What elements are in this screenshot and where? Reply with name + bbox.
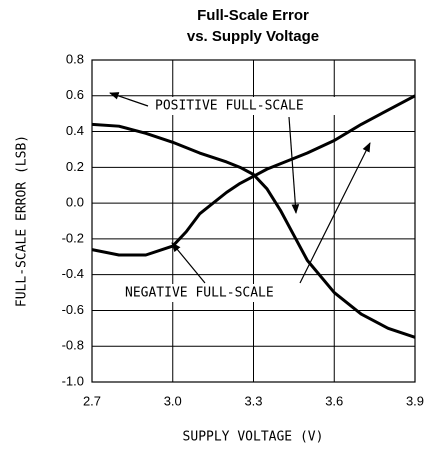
- annotation-arrow: [109, 92, 149, 107]
- label-bg: [122, 284, 318, 302]
- y-tick-label: -1.0: [62, 373, 84, 388]
- x-axis-label: SUPPLY VOLTAGE (V): [183, 430, 324, 445]
- plot-frame: [91, 59, 416, 383]
- series-annotation: NEGATIVE FULL-SCALE: [125, 286, 274, 301]
- label-bg: [152, 97, 338, 115]
- y-tick-label: -0.8: [62, 338, 84, 353]
- y-tick-label: 0.0: [66, 195, 84, 210]
- x-tick-label: 3.0: [164, 393, 182, 408]
- y-tick-label: -0.6: [62, 302, 84, 317]
- annotation-arrow: [171, 242, 206, 284]
- series-line: [91, 122, 416, 339]
- annotation-arrow: [288, 116, 300, 214]
- y-tick-label: 0.6: [66, 87, 84, 102]
- y-tick-label: -0.2: [62, 230, 84, 245]
- y-tick-label: 0.4: [66, 123, 84, 138]
- chart-title: Full-Scale Error: [197, 7, 309, 24]
- x-tick-label: 3.9: [406, 393, 424, 408]
- y-axis-label: FULL-SCALE ERROR (LSB): [15, 135, 30, 307]
- annotation-arrow: [299, 142, 371, 284]
- x-tick-label: 2.7: [83, 393, 101, 408]
- x-tick-label: 3.3: [244, 393, 262, 408]
- y-tick-label: 0.2: [66, 159, 84, 174]
- series-annotation: POSITIVE FULL-SCALE: [155, 99, 304, 114]
- y-tick-label: 0.8: [66, 51, 84, 66]
- y-tick-label: -0.4: [62, 266, 84, 281]
- series-line: [91, 94, 416, 257]
- x-tick-label: 3.6: [325, 393, 343, 408]
- chart-subtitle: vs. Supply Voltage: [187, 28, 319, 45]
